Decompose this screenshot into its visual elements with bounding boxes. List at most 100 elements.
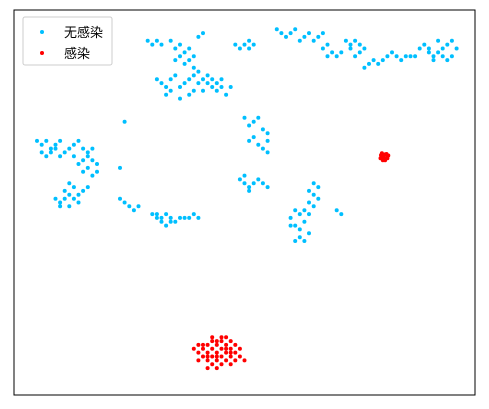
point-series-0-151 bbox=[265, 131, 270, 136]
point-series-0-197 bbox=[297, 227, 302, 232]
point-series-0-205 bbox=[307, 231, 311, 236]
point-series-1-42 bbox=[224, 346, 229, 351]
point-series-0-110 bbox=[44, 154, 49, 159]
point-series-0-204 bbox=[316, 196, 321, 201]
point-series-0-54 bbox=[288, 31, 293, 36]
point-series-0-12 bbox=[187, 58, 192, 63]
point-series-0-195 bbox=[288, 215, 293, 220]
point-series-0-178 bbox=[173, 219, 178, 224]
point-series-0-104 bbox=[39, 142, 44, 147]
point-series-1-45 bbox=[201, 342, 205, 347]
point-series-0-116 bbox=[71, 142, 76, 147]
point-series-0-8 bbox=[187, 46, 192, 51]
point-series-1-17 bbox=[214, 350, 219, 355]
point-series-0-164 bbox=[242, 173, 247, 178]
point-series-0-199 bbox=[307, 212, 311, 217]
point-series-0-187 bbox=[154, 212, 159, 217]
point-series-0-6 bbox=[178, 42, 182, 47]
point-series-0-20 bbox=[168, 77, 173, 82]
point-series-0-186 bbox=[168, 219, 173, 224]
point-series-0-201 bbox=[302, 239, 307, 243]
point-series-0-33 bbox=[214, 88, 219, 93]
point-series-0-14 bbox=[196, 34, 201, 39]
point-series-0-88 bbox=[417, 46, 422, 51]
point-series-0-189 bbox=[316, 185, 321, 190]
point-series-0-196 bbox=[293, 223, 298, 228]
point-series-0-119 bbox=[76, 162, 81, 166]
point-series-0-130 bbox=[71, 154, 76, 159]
point-series-1-25 bbox=[224, 342, 229, 347]
point-series-0-208 bbox=[339, 212, 344, 217]
point-series-0-16 bbox=[191, 65, 196, 70]
point-series-0-5 bbox=[173, 46, 178, 51]
point-series-1-40 bbox=[219, 354, 224, 359]
point-series-0-61 bbox=[320, 31, 325, 36]
point-series-0-19 bbox=[164, 85, 169, 89]
point-series-0-111 bbox=[48, 150, 53, 155]
point-series-0-152 bbox=[265, 138, 270, 143]
point-series-0-85 bbox=[403, 54, 408, 59]
point-series-0-39 bbox=[187, 92, 192, 97]
point-series-0-67 bbox=[320, 46, 325, 51]
point-series-0-194 bbox=[293, 208, 298, 213]
point-series-0-192 bbox=[302, 208, 307, 213]
point-series-1-20 bbox=[228, 354, 233, 359]
point-series-0-74 bbox=[348, 46, 353, 51]
point-series-0-146 bbox=[118, 165, 122, 170]
point-series-1-31 bbox=[196, 358, 201, 363]
legend-marker-no-infection bbox=[40, 30, 44, 34]
point-series-0-193 bbox=[297, 212, 302, 217]
point-series-1-43 bbox=[233, 358, 238, 363]
point-series-0-147 bbox=[247, 123, 252, 128]
point-series-0-91 bbox=[431, 54, 436, 59]
point-series-0-76 bbox=[362, 65, 367, 70]
point-series-0-59 bbox=[311, 38, 316, 43]
point-series-0-75 bbox=[362, 46, 367, 51]
point-series-0-66 bbox=[325, 54, 330, 59]
point-series-1-30 bbox=[201, 354, 205, 359]
point-series-0-42 bbox=[219, 77, 224, 82]
point-series-0-125 bbox=[81, 169, 86, 174]
point-series-0-17 bbox=[154, 77, 159, 82]
point-series-0-129 bbox=[90, 146, 95, 151]
point-series-0-57 bbox=[302, 34, 307, 39]
point-series-0-118 bbox=[81, 146, 86, 151]
point-series-1-53 bbox=[205, 354, 210, 359]
point-series-0-174 bbox=[154, 215, 159, 220]
point-series-0-188 bbox=[311, 181, 316, 186]
point-series-1-37 bbox=[228, 362, 233, 367]
point-series-0-120 bbox=[81, 158, 86, 163]
point-series-1-54 bbox=[214, 354, 219, 359]
point-series-0-180 bbox=[182, 215, 187, 220]
point-series-0-51 bbox=[274, 27, 279, 32]
point-series-0-89 bbox=[422, 42, 427, 47]
point-series-0-9 bbox=[191, 54, 196, 59]
point-series-1-34 bbox=[214, 358, 219, 363]
point-series-0-32 bbox=[224, 92, 229, 97]
point-series-0-81 bbox=[385, 54, 390, 59]
legend-label-no-infection: 无感染 bbox=[64, 25, 103, 41]
point-series-0-108 bbox=[58, 138, 63, 143]
point-series-1-29 bbox=[205, 350, 210, 355]
point-series-0-113 bbox=[58, 154, 63, 159]
point-series-0-163 bbox=[256, 177, 261, 182]
point-series-0-136 bbox=[76, 192, 81, 197]
point-series-0-177 bbox=[168, 215, 173, 220]
point-series-0-182 bbox=[191, 212, 196, 217]
point-series-0-62 bbox=[325, 42, 330, 47]
point-series-0-184 bbox=[159, 219, 164, 224]
point-series-1-35 bbox=[219, 362, 224, 367]
point-series-1-55 bbox=[228, 350, 233, 355]
point-series-1-21 bbox=[233, 350, 238, 355]
point-series-0-78 bbox=[371, 58, 376, 63]
point-series-0-0 bbox=[145, 38, 150, 43]
point-series-0-23 bbox=[182, 81, 187, 86]
point-series-0-72 bbox=[357, 50, 362, 55]
point-series-1-33 bbox=[210, 362, 215, 367]
point-series-1-46 bbox=[196, 342, 201, 347]
point-series-1-11 bbox=[381, 155, 386, 160]
point-series-1-51 bbox=[228, 346, 233, 351]
point-series-0-132 bbox=[58, 200, 63, 205]
point-series-0-44 bbox=[191, 88, 196, 93]
point-series-1-14 bbox=[201, 346, 205, 351]
